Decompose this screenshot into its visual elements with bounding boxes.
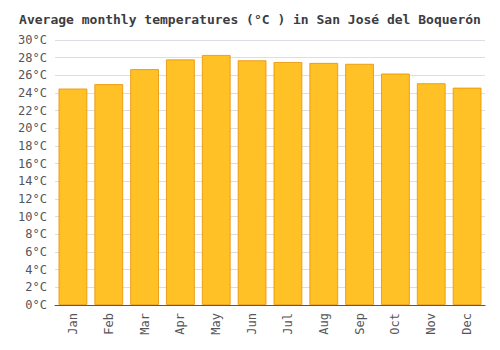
svg-text:20°C: 20°C bbox=[18, 121, 47, 135]
svg-text:22°C: 22°C bbox=[18, 104, 47, 118]
svg-text:14°C: 14°C bbox=[18, 174, 47, 188]
svg-text:Sep: Sep bbox=[353, 313, 367, 335]
svg-text:Oct: Oct bbox=[388, 313, 402, 335]
svg-text:Mar: Mar bbox=[138, 313, 152, 335]
svg-text:Jan: Jan bbox=[66, 313, 80, 335]
svg-text:Jul: Jul bbox=[281, 313, 295, 335]
svg-text:8°C: 8°C bbox=[25, 227, 47, 241]
svg-text:6°C: 6°C bbox=[25, 245, 47, 259]
svg-text:10°C: 10°C bbox=[18, 210, 47, 224]
svg-text:May: May bbox=[209, 313, 223, 335]
svg-text:Feb: Feb bbox=[102, 313, 116, 335]
svg-text:Average monthly temperatures (: Average monthly temperatures (°C ) in Sa… bbox=[19, 12, 481, 27]
svg-text:Nov: Nov bbox=[424, 313, 438, 335]
svg-text:Apr: Apr bbox=[173, 313, 187, 335]
svg-text:12°C: 12°C bbox=[18, 192, 47, 206]
svg-text:Dec: Dec bbox=[460, 313, 474, 335]
svg-text:Jun: Jun bbox=[245, 313, 259, 335]
svg-text:30°C: 30°C bbox=[18, 33, 47, 47]
svg-text:24°C: 24°C bbox=[18, 86, 47, 100]
svg-text:16°C: 16°C bbox=[18, 157, 47, 171]
svg-text:4°C: 4°C bbox=[25, 263, 47, 277]
svg-text:0°C: 0°C bbox=[25, 298, 47, 312]
svg-text:Aug: Aug bbox=[317, 313, 331, 335]
svg-text:26°C: 26°C bbox=[18, 68, 47, 82]
svg-text:2°C: 2°C bbox=[25, 280, 47, 294]
svg-text:28°C: 28°C bbox=[18, 51, 47, 65]
svg-text:18°C: 18°C bbox=[18, 139, 47, 153]
